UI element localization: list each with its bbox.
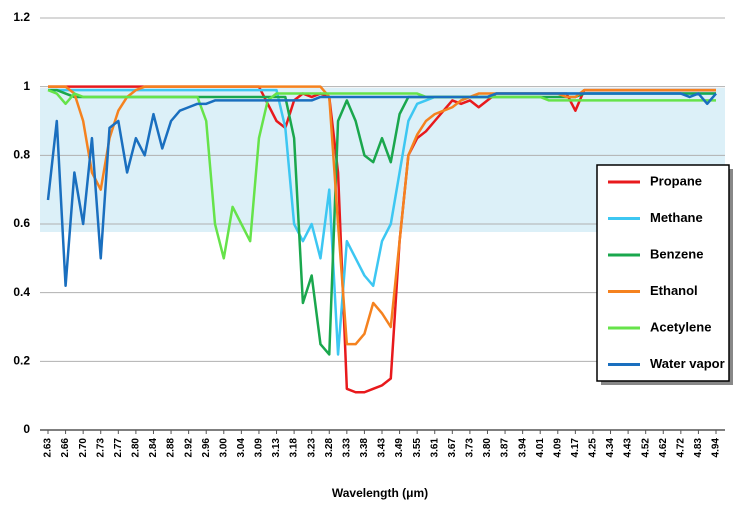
x-tick-label: 3.09: [254, 438, 265, 458]
x-tick-label: 2.66: [60, 438, 71, 458]
x-tick-label: 2.70: [78, 438, 89, 458]
legend-label: Water vapor: [650, 356, 725, 371]
legend-label: Propane: [650, 173, 702, 188]
legend: Propane Methane Benzene Ethanol Acetylene Wat…: [597, 165, 733, 385]
legend-label: Methane: [650, 210, 703, 225]
x-tick-label: 3.87: [500, 438, 511, 458]
x-tick-label: 3.18: [289, 438, 300, 458]
x-tick-label: 2.73: [95, 438, 106, 458]
x-tick-label: 3.94: [517, 438, 528, 458]
x-tick-label: 3.80: [482, 438, 493, 458]
x-tick-label: 4.34: [605, 438, 616, 458]
y-tick-label: 0: [23, 422, 30, 436]
x-tick-label: 3.04: [236, 438, 247, 458]
y-tick-label: 0.2: [13, 354, 30, 368]
x-tick-label: 3.73: [465, 438, 476, 458]
x-tick-label: 3.23: [306, 438, 317, 458]
x-tick-label: 4.01: [535, 438, 546, 458]
x-axis-title: Wavelength (μm): [332, 486, 428, 500]
x-tick-label: 2.77: [113, 438, 124, 458]
x-tick-label: 4.52: [640, 438, 651, 458]
x-tick-label: 4.62: [658, 438, 669, 458]
x-tick-label: 2.88: [166, 438, 177, 458]
x-tick-label: 3.55: [412, 438, 423, 458]
x-tick-label: 3.28: [324, 438, 335, 458]
x-tick-label: 4.72: [675, 438, 686, 458]
y-tick-label: 0.6: [13, 216, 30, 230]
x-tick-label: 2.92: [183, 438, 194, 458]
y-tick-label: 0.8: [13, 148, 30, 162]
x-tick-label: 2.96: [201, 438, 212, 458]
x-tick-label: 4.94: [711, 438, 722, 458]
legend-box: [597, 165, 729, 381]
x-tick-label: 3.61: [429, 438, 440, 458]
x-tick-label: 2.80: [131, 438, 142, 458]
chart: 0 0.2 0.4 0.6 0.8 1 1.2 2.63 2.66 2.70 2.73 2.77 2.8…: [0, 0, 733, 505]
x-tick-label: 3.67: [447, 438, 458, 458]
legend-label: Ethanol: [650, 283, 698, 298]
x-tick-label: 3.13: [271, 438, 282, 458]
legend-label: Benzene: [650, 246, 703, 261]
x-tick-label: 4.43: [623, 438, 634, 458]
x-tick-label: 3.00: [218, 438, 229, 458]
x-tick-label: 4.25: [588, 438, 599, 458]
x-tick-label: 4.17: [570, 438, 581, 458]
x-tick-label: 3.49: [394, 438, 405, 458]
x-tick-label: 4.83: [693, 438, 704, 458]
y-tick-label: 1.2: [13, 10, 30, 24]
y-tick-label: 1: [23, 79, 30, 93]
x-tick-label: 4.09: [552, 438, 563, 458]
legend-label: Acetylene: [650, 319, 711, 334]
x-tick-label: 3.38: [359, 438, 370, 458]
x-tick-label: 3.43: [377, 438, 388, 458]
x-tick-label: 3.33: [341, 438, 352, 458]
x-tick-label: 2.63: [43, 438, 54, 458]
y-tick-label: 0.4: [13, 285, 30, 299]
x-tick-label: 2.84: [148, 438, 159, 458]
